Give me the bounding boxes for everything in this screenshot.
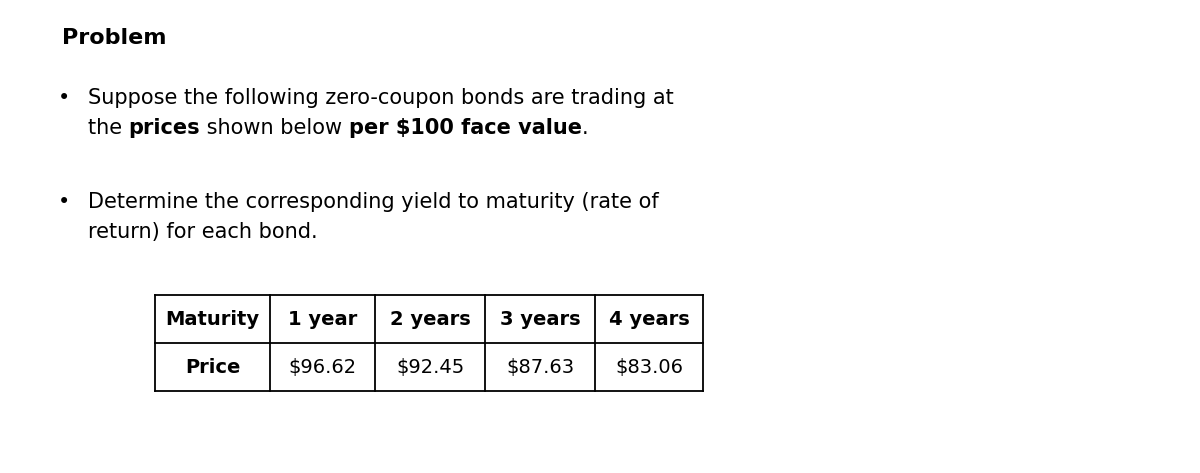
Text: •: • (58, 88, 71, 108)
Text: shown below: shown below (200, 118, 349, 138)
Text: $92.45: $92.45 (396, 358, 464, 377)
Text: $83.06: $83.06 (616, 358, 683, 377)
Text: 2 years: 2 years (390, 309, 470, 329)
Text: 3 years: 3 years (499, 309, 581, 329)
Text: Problem: Problem (62, 28, 167, 48)
Text: return) for each bond.: return) for each bond. (88, 222, 318, 242)
Text: $87.63: $87.63 (506, 358, 574, 377)
Text: 4 years: 4 years (608, 309, 689, 329)
Text: Price: Price (185, 358, 240, 377)
Text: prices: prices (128, 118, 200, 138)
Text: $96.62: $96.62 (288, 358, 356, 377)
Text: the: the (88, 118, 128, 138)
Text: per $100 face value: per $100 face value (349, 118, 582, 138)
Text: Suppose the following zero-coupon bonds are trading at: Suppose the following zero-coupon bonds … (88, 88, 673, 108)
Text: Determine the corresponding yield to maturity (rate of: Determine the corresponding yield to mat… (88, 192, 659, 212)
Text: 1 year: 1 year (288, 309, 358, 329)
Text: •: • (58, 192, 71, 212)
Text: Maturity: Maturity (166, 309, 259, 329)
Text: .: . (582, 118, 589, 138)
